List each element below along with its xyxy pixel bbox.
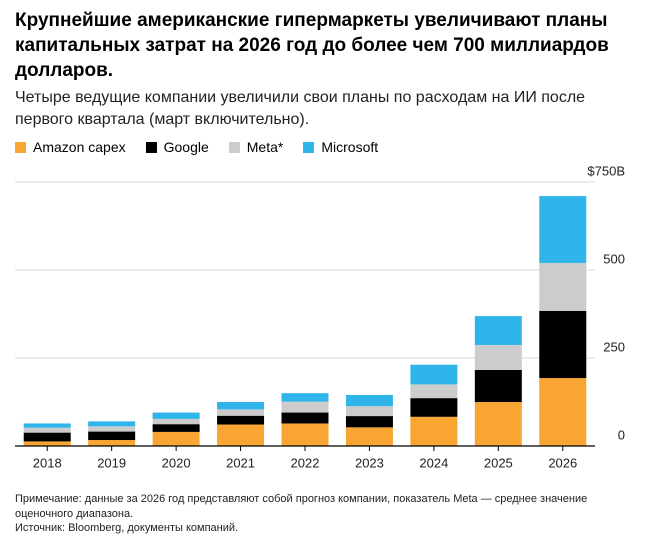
y-tick-label: 500 [603, 251, 625, 266]
bar-segment [217, 415, 265, 425]
legend-item: Google [145, 139, 209, 155]
y-tick-label: 250 [603, 339, 625, 354]
legend-item: Microsoft [303, 139, 378, 155]
bar-segment [474, 402, 522, 446]
bar-segment [410, 398, 458, 417]
legend-label: Amazon capex [33, 139, 126, 155]
bar-segment [281, 412, 329, 424]
bar-segment [410, 416, 458, 446]
bar-segment [474, 369, 522, 402]
x-tick-label: 2019 [97, 455, 126, 470]
bar-segment [345, 406, 393, 417]
legend-label: Microsoft [321, 139, 379, 155]
bar-segment [281, 393, 329, 402]
bar-segment [152, 424, 200, 432]
y-tick-label: 0 [618, 427, 625, 442]
legend-label: Google [163, 139, 209, 155]
x-tick-label: 2024 [419, 455, 448, 470]
bar-segment [539, 196, 587, 263]
x-tick-label: 2022 [291, 455, 320, 470]
note: Примечание: данные за 2026 год представл… [15, 493, 588, 520]
bar-segment [23, 441, 71, 446]
bar-segment [474, 344, 522, 370]
bar-segment [539, 310, 587, 379]
bar-segment [88, 426, 136, 432]
x-tick-label: 2020 [162, 455, 191, 470]
bar-segment [152, 418, 200, 425]
legend-swatch [15, 141, 26, 153]
legend-item: Meta* [228, 139, 284, 155]
y-tick-label: $750B [587, 163, 625, 178]
bar-segment [23, 432, 71, 442]
bar-segment [23, 423, 71, 428]
bar-segment [281, 423, 329, 446]
legend: Amazon capex Google Meta* Microsoft [15, 139, 378, 155]
bar-segment [281, 401, 329, 413]
bar-segment [152, 412, 200, 419]
x-tick-label: 2025 [484, 455, 513, 470]
bar-segment [539, 262, 587, 311]
bar-segment [217, 424, 265, 446]
bar-segment [88, 421, 136, 427]
bar-segment [217, 402, 265, 410]
x-tick-label: 2026 [548, 455, 577, 470]
source: Источник: Bloomberg, документы компаний. [15, 522, 239, 534]
bar-segment [88, 431, 136, 441]
bar-segment [410, 364, 458, 385]
chart-subtitle: Четыре ведущие компании увеличили свои п… [15, 89, 586, 128]
bar-segment [345, 427, 393, 446]
bar-segment [410, 384, 458, 399]
legend-swatch [228, 141, 240, 153]
bar-segment [217, 409, 265, 416]
legend-swatch [303, 141, 315, 153]
legend-swatch [145, 141, 157, 153]
bar-segment [345, 416, 393, 428]
chart-title: Крупнейшие американские гипермаркеты уве… [15, 10, 609, 81]
bar-segment [345, 394, 393, 407]
bar-segment [474, 316, 522, 345]
legend-label: Meta* [246, 139, 284, 155]
legend-item: Amazon capex [15, 139, 126, 155]
x-tick-label: 2021 [226, 455, 255, 470]
x-tick-label: 2018 [33, 455, 62, 470]
bar-segment [88, 440, 136, 446]
bar-segment [539, 378, 587, 446]
bar-segment [152, 431, 200, 446]
x-tick-label: 2023 [355, 455, 384, 470]
bar-segment [23, 427, 71, 433]
